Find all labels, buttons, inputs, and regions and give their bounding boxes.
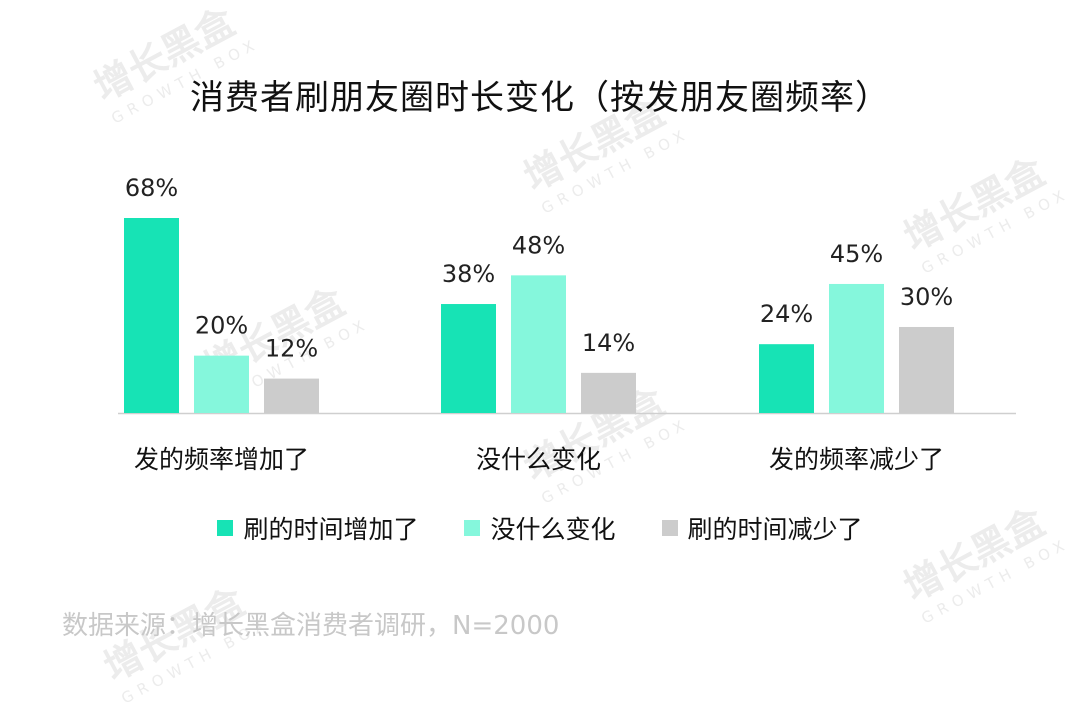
data-label: 30% (900, 283, 953, 311)
legend: 刷的时间增加了 没什么变化 刷的时间减少了 (0, 510, 1080, 546)
data-label: 20% (195, 312, 248, 340)
bar (759, 344, 814, 413)
legend-swatch (217, 520, 234, 536)
bar (194, 355, 249, 413)
source-note: 数据来源：增长黑盒消费者调研，N=2000 (62, 611, 560, 641)
data-label: 68% (125, 174, 178, 202)
legend-item: 刷的时间减少了 (661, 510, 863, 546)
data-label: 48% (512, 231, 565, 259)
data-label: 45% (830, 240, 883, 268)
legend-swatch (464, 520, 481, 536)
bar (511, 275, 566, 413)
bar (581, 372, 636, 413)
data-label: 12% (265, 335, 318, 363)
legend-swatch (661, 520, 678, 536)
bar (441, 304, 496, 413)
chart-title: 消费者刷朋友圈时长变化（按发朋友圈频率） (190, 78, 890, 118)
legend-label: 刷的时间减少了 (687, 515, 863, 544)
bar (829, 283, 884, 413)
bar (124, 218, 179, 413)
legend-label: 没什么变化 (490, 515, 616, 544)
bar (264, 378, 319, 413)
x-tick-label: 没什么变化 (476, 445, 601, 474)
x-tick-label: 发的频率减少了 (769, 445, 944, 474)
bar (899, 326, 954, 413)
legend-item: 没什么变化 (464, 510, 616, 546)
data-label: 14% (582, 329, 635, 357)
x-tick-label: 发的频率增加了 (134, 445, 309, 474)
legend-item: 刷的时间增加了 (217, 510, 418, 546)
legend-label: 刷的时间增加了 (243, 515, 419, 544)
data-label: 24% (760, 300, 813, 328)
data-label: 38% (442, 260, 495, 288)
